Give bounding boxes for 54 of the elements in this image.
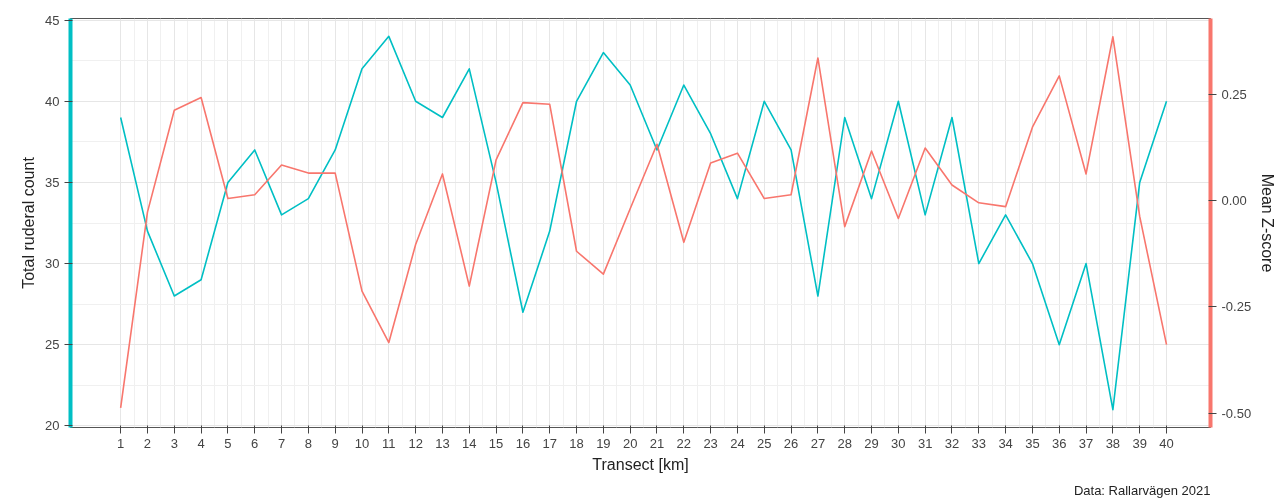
- y2-tick-label: 0.00: [1221, 193, 1247, 209]
- y2-tick-label: -0.50: [1221, 405, 1252, 421]
- x-tick-label: 39: [1132, 435, 1147, 451]
- x-tick-label: 14: [462, 435, 477, 451]
- x-tick-label: 36: [1052, 435, 1067, 451]
- x-tick-label: 15: [488, 435, 504, 451]
- y-tick-label: 35: [45, 174, 60, 190]
- x-tick-label: 19: [596, 435, 611, 451]
- x-tick-label: 16: [515, 435, 531, 451]
- x-tick-label: 20: [622, 435, 638, 451]
- y-tick-label: 25: [45, 337, 60, 353]
- x-tick-label: 13: [435, 435, 450, 451]
- y-tick-label: 45: [45, 12, 60, 28]
- y-axis-title: Total ruderal count: [20, 156, 38, 289]
- x-tick-label: 40: [1159, 435, 1174, 451]
- x-tick-label: 18: [569, 435, 584, 451]
- x-tick-label: 22: [676, 435, 692, 451]
- x-tick-label: 21: [649, 435, 665, 451]
- x-tick-label: 7: [277, 435, 286, 451]
- x-tick-label: 6: [251, 435, 259, 451]
- y-tick-label: 20: [45, 418, 60, 434]
- y-tick-label: 40: [45, 93, 60, 109]
- y2-tick-label: 0.25: [1221, 87, 1247, 103]
- x-tick-label: 35: [1025, 435, 1040, 451]
- x-tick-label: 12: [408, 435, 423, 451]
- x-axis-title: Transect [km]: [592, 455, 689, 473]
- x-tick-label: 8: [304, 435, 312, 451]
- x-tick-label: 10: [354, 435, 370, 451]
- x-tick-label: 33: [971, 435, 987, 451]
- x-tick-label: 17: [542, 435, 557, 451]
- x-tick-label: 32: [944, 435, 960, 451]
- x-tick-label: 34: [998, 435, 1013, 451]
- x-tick-label: 37: [1078, 435, 1094, 451]
- y2-axis-title: Mean Z-score: [1259, 173, 1277, 273]
- x-tick-label: 11: [382, 435, 396, 451]
- x-tick-label: 31: [917, 435, 933, 451]
- x-tick-label: 25: [757, 435, 772, 451]
- x-tick-label: 23: [703, 435, 718, 451]
- y2-tick-label: -0.25: [1221, 299, 1252, 315]
- x-tick-label: 38: [1105, 435, 1121, 451]
- x-tick-label: 29: [864, 435, 879, 451]
- x-tick-label: 4: [197, 435, 205, 451]
- x-tick-label: 30: [891, 435, 906, 451]
- x-tick-label: 9: [331, 435, 339, 451]
- x-tick-label: 3: [170, 435, 178, 451]
- x-tick-label: 26: [783, 435, 799, 451]
- x-tick-label: 24: [730, 435, 745, 451]
- x-tick-label: 28: [837, 435, 852, 451]
- x-tick-label: 5: [224, 435, 232, 451]
- x-tick-label: 2: [143, 435, 152, 451]
- y-tick-label: 30: [45, 256, 60, 272]
- text: Data: Rallarvägen 2021: [1073, 482, 1211, 498]
- x-tick-label: 27: [810, 435, 826, 451]
- x-tick-label: 1: [117, 435, 125, 451]
